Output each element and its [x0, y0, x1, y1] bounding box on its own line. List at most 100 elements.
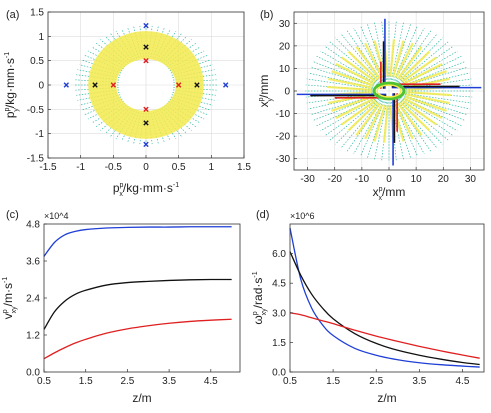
- panel-c-multiplier: ×10^4: [44, 211, 69, 221]
- spoke-line: [313, 95, 377, 121]
- panel-b-x-ticks: -30 -20 -10 0 10 20 30: [300, 167, 476, 185]
- panel-b-y-axis-label: xp y/mm: [257, 75, 274, 108]
- panel-a-label: (a): [6, 9, 19, 21]
- spoke-line: [401, 66, 468, 88]
- spoke-line: [400, 96, 462, 127]
- y-tick-label: 1: [38, 32, 44, 43]
- y-tick-label: 30: [279, 19, 291, 30]
- x-tick-label: 1.5: [237, 162, 251, 173]
- inner-ring-core: [376, 84, 402, 98]
- ring-spoke: [403, 97, 443, 120]
- spoke-line: [399, 97, 454, 136]
- black-point: [143, 44, 149, 50]
- ring-spoke: [405, 93, 450, 105]
- panel-b-grid: [294, 12, 484, 170]
- spoke-line: [402, 72, 470, 89]
- spoke-line: [306, 92, 376, 104]
- y-tick-label: 0: [38, 81, 44, 92]
- x-tick-label: 20: [438, 174, 450, 185]
- red-point: [175, 82, 182, 88]
- y-tick-label: 3.6: [26, 257, 40, 268]
- spoke-line: [374, 102, 387, 160]
- ring-spoke: [397, 102, 423, 136]
- panel-b-label: (b): [260, 9, 273, 21]
- spoke-line: [115, 31, 135, 60]
- panel-d: (d) ×10^6 0.5 1.5 2.5 3.5 4.5 0.0 1.5 3.0 4.5 6.…: [251, 209, 485, 405]
- blue-point: [223, 82, 229, 88]
- spoke-line: [308, 93, 376, 110]
- blue-point: [63, 82, 69, 88]
- y-tick-label: 10: [279, 64, 291, 75]
- panel-a-marks: [63, 22, 229, 148]
- inner-ring: [372, 81, 406, 101]
- spoke-line: [396, 33, 438, 82]
- ring-spoke: [340, 56, 377, 83]
- spoke-line: [310, 94, 377, 116]
- blue-point: [143, 22, 149, 29]
- series-line-1: [43, 278, 232, 330]
- panel-b-marks: [296, 18, 482, 166]
- spoke-line: [324, 97, 379, 136]
- y-tick-label: -10: [276, 109, 291, 120]
- ring-spoke: [404, 70, 447, 87]
- panel-c-y-ticks: 0.0 1.2 2.4 3.6 4.8: [26, 220, 47, 379]
- y-tick-label: 1.2: [26, 331, 40, 342]
- x-tick-label: -30: [300, 174, 315, 185]
- y-tick-label: -30: [276, 154, 291, 165]
- x-tick-label: -0.5: [105, 162, 123, 173]
- ring-spoke: [373, 104, 386, 142]
- black-point: [194, 82, 200, 88]
- ring-spoke: [364, 42, 384, 78]
- panel-d-multiplier: ×10^6: [290, 211, 315, 221]
- ring-spoke: [331, 70, 374, 87]
- spoke-line: [324, 46, 379, 85]
- ring-spoke: [347, 101, 379, 132]
- series-line-0: [289, 227, 480, 368]
- panel-d-y-axis-label: ωp xy/rad·s-1: [251, 271, 268, 324]
- spoke-line: [316, 96, 378, 127]
- panel-d-x-ticks: 0.5 1.5 2.5 3.5 4.5: [283, 369, 470, 387]
- x-tick-label: 3.5: [412, 376, 426, 387]
- series-line-2: [43, 318, 232, 360]
- ring-spoke: [397, 46, 423, 80]
- panel-d-frame: [289, 223, 485, 373]
- ring-spoke: [389, 39, 395, 77]
- y-tick-label: 2.4: [26, 294, 40, 305]
- panel-c-label: (c): [6, 209, 19, 221]
- spoke-line: [340, 33, 382, 82]
- ring-spoke: [406, 91, 452, 97]
- spoke-line: [402, 93, 470, 110]
- x-tick-label: 0.5: [37, 376, 51, 387]
- spoke-line: [402, 91, 473, 98]
- panel-a-y-ticks: -1.5 -1 -0.5 0 0.5 1 1.5: [27, 8, 51, 165]
- panel-a-x-ticks: -1.5 -1 -0.5 0 0.5 1 1.5: [39, 155, 251, 173]
- x-tick-label: 4.5: [455, 376, 469, 387]
- spoke-line: [401, 94, 468, 116]
- panel-a-y-axis-label: pp y/kg·mm·s-1: [3, 52, 20, 118]
- spoke-line: [399, 97, 458, 132]
- x-tick-label: 3.5: [162, 376, 176, 387]
- spoke-line: [115, 110, 135, 139]
- spoke-line: [316, 55, 378, 86]
- y-tick-label: -20: [276, 132, 291, 143]
- y-tick-label: 6.0: [272, 249, 286, 260]
- spoke-line: [313, 61, 377, 87]
- ring-spoke: [335, 62, 375, 85]
- ring-spoke: [401, 99, 438, 126]
- ring-spoke: [347, 50, 379, 81]
- spoke-line: [320, 97, 379, 132]
- y-tick-label: -0.5: [27, 105, 45, 116]
- ring-spoke: [364, 104, 384, 140]
- ring-spoke: [326, 85, 372, 91]
- panel-b: (b) -30 -20 -10 0 10 20 30 -30 -20 -10 0 10 20 30 xp…: [257, 9, 485, 202]
- spoke-line: [305, 84, 376, 91]
- red-point: [110, 82, 117, 88]
- spoke-line: [402, 84, 473, 91]
- ring-spoke: [394, 42, 414, 78]
- x-tick-label: -20: [327, 174, 342, 185]
- y-tick-label: -1: [35, 129, 44, 140]
- spoke-line: [402, 78, 472, 90]
- x-tick-label: 1.5: [326, 376, 340, 387]
- panel-a-x-axis-label: pp x/kg·mm·s-1: [113, 181, 179, 198]
- ring-spoke: [355, 46, 381, 80]
